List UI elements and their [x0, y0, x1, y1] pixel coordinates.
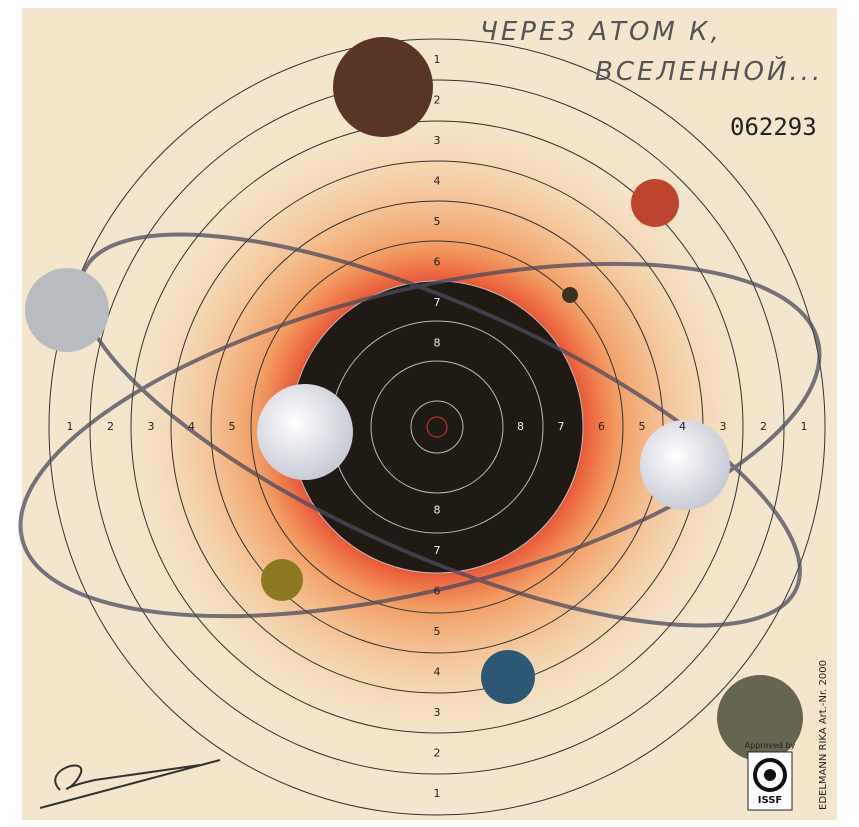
- ring-label: 2: [434, 94, 441, 107]
- ring-label: 6: [598, 420, 605, 433]
- ring-label: 1: [434, 53, 441, 66]
- ring-label: 5: [639, 420, 646, 433]
- approval-caption: Approved by: [745, 741, 796, 750]
- ring-label: 3: [434, 134, 441, 147]
- ring-label: 6: [434, 585, 441, 598]
- ring-label: 6: [434, 256, 441, 269]
- ring-label: 3: [148, 420, 155, 433]
- ring-label: 4: [679, 420, 686, 433]
- issf-badge: ISSF: [758, 795, 783, 806]
- ring-label: 8: [517, 420, 524, 433]
- ring-label: 7: [434, 544, 441, 557]
- handwriting-line: ВСЕЛЕННОЙ...: [595, 55, 823, 87]
- serial-number: 062293: [730, 113, 817, 141]
- ring-label: 1: [434, 787, 441, 800]
- handwriting-line: ЧЕРЕЗ АТОМ К,: [480, 17, 722, 47]
- ring-label: 3: [434, 706, 441, 719]
- ring-label: 2: [434, 747, 441, 760]
- ring-label: 4: [188, 420, 195, 433]
- ring-label: 5: [434, 215, 441, 228]
- artwork: ЧЕРЕЗ АТОМ К, ВСЕЛЕННОЙ... 062293 Approv…: [0, 0, 859, 827]
- ring-label: 7: [558, 420, 565, 433]
- ring-label: 2: [760, 420, 767, 433]
- ring-label: 1: [67, 420, 74, 433]
- ring-label: 7: [434, 296, 441, 309]
- ring-label: 1: [801, 420, 808, 433]
- ring-label: 4: [434, 666, 441, 679]
- ring-label: 3: [720, 420, 727, 433]
- ring-label: 4: [434, 175, 441, 188]
- ring-label: 8: [434, 504, 441, 517]
- maker-label: EDELMANN RIKA Art.-Nr. 2000: [818, 660, 829, 810]
- ring-label: 5: [434, 625, 441, 638]
- ring-label: 8: [434, 337, 441, 350]
- ring-label: 2: [107, 420, 114, 433]
- ring-label: 5: [229, 420, 236, 433]
